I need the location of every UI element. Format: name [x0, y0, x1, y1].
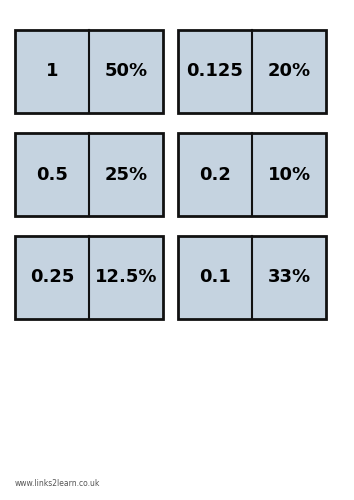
Bar	[178, 133, 326, 216]
Text: 33%: 33%	[267, 268, 310, 286]
Text: 10%: 10%	[267, 166, 310, 184]
Bar	[15, 236, 163, 319]
Bar	[178, 30, 326, 113]
Bar	[15, 133, 163, 216]
Text: 0.2: 0.2	[199, 166, 231, 184]
Text: 0.125: 0.125	[187, 62, 244, 80]
Text: 20%: 20%	[267, 62, 310, 80]
Text: 25%: 25%	[104, 166, 148, 184]
Text: 12.5%: 12.5%	[95, 268, 157, 286]
Text: 50%: 50%	[104, 62, 148, 80]
Bar	[178, 236, 326, 319]
Text: 1: 1	[46, 62, 58, 80]
Text: www.links2learn.co.uk: www.links2learn.co.uk	[15, 479, 101, 488]
Bar	[15, 30, 163, 113]
Text: 0.1: 0.1	[199, 268, 231, 286]
Text: 0.25: 0.25	[30, 268, 74, 286]
Text: 0.5: 0.5	[36, 166, 68, 184]
